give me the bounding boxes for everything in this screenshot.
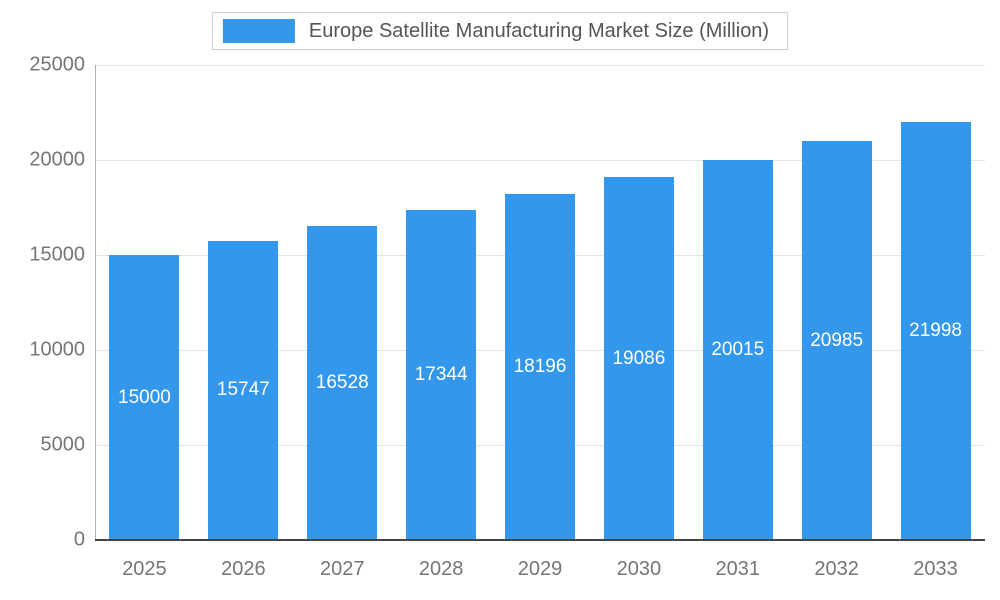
y-axis-line xyxy=(95,65,96,540)
bar[interactable]: 19086 xyxy=(603,177,674,540)
legend-swatch[interactable] xyxy=(222,19,295,43)
bar-value-label: 15000 xyxy=(118,386,171,408)
y-axis-tick-label: 25000 xyxy=(29,53,85,76)
bar[interactable]: 20015 xyxy=(702,159,773,540)
bar[interactable]: 17344 xyxy=(406,210,477,540)
chart-legend: Europe Satellite Manufacturing Market Si… xyxy=(211,12,789,50)
bar-value-label: 21998 xyxy=(909,320,962,341)
y-axis-tick-label: 5000 xyxy=(40,433,86,456)
x-axis-tick-label: 2033 xyxy=(913,558,958,580)
chart-title: Europe Satellite Manufacturing Market Si… xyxy=(308,19,770,42)
bar-value-label: 20985 xyxy=(810,329,864,351)
bar-value-label: 19086 xyxy=(612,347,666,369)
bar-value-label: 16528 xyxy=(315,371,369,393)
bar[interactable]: 20985 xyxy=(801,141,872,540)
x-axis-tick-label: 2025 xyxy=(122,558,167,580)
x-axis-line xyxy=(95,539,985,541)
bar-value-label: 17344 xyxy=(414,364,468,386)
bar-value-label: 20015 xyxy=(711,338,765,360)
x-axis-tick-label: 2027 xyxy=(319,558,365,580)
gridline xyxy=(95,160,985,161)
bar-value-label: 15747 xyxy=(216,379,270,401)
x-axis-tick-label: 2026 xyxy=(221,558,266,580)
y-axis-tick-label: 10000 xyxy=(29,338,85,361)
bar[interactable]: 15747 xyxy=(208,240,279,540)
x-axis-tick-label: 2029 xyxy=(517,558,563,580)
x-axis-tick-label: 2030 xyxy=(616,558,662,580)
bar[interactable]: 15000 xyxy=(109,255,180,540)
gridline xyxy=(95,65,985,66)
x-axis-tick-label: 2028 xyxy=(418,558,464,580)
bar[interactable]: 16528 xyxy=(307,225,378,540)
x-axis-tick-label: 2032 xyxy=(814,558,859,580)
y-axis-tick-label: 0 xyxy=(73,528,85,551)
x-axis-tick-label: 2031 xyxy=(715,558,761,580)
y-axis-tick-label: 15000 xyxy=(29,243,85,266)
bar[interactable]: 18196 xyxy=(505,194,575,540)
y-axis-tick-label: 20000 xyxy=(29,148,85,171)
bar[interactable]: 21998 xyxy=(900,122,971,540)
bar-value-label: 18196 xyxy=(513,356,567,378)
